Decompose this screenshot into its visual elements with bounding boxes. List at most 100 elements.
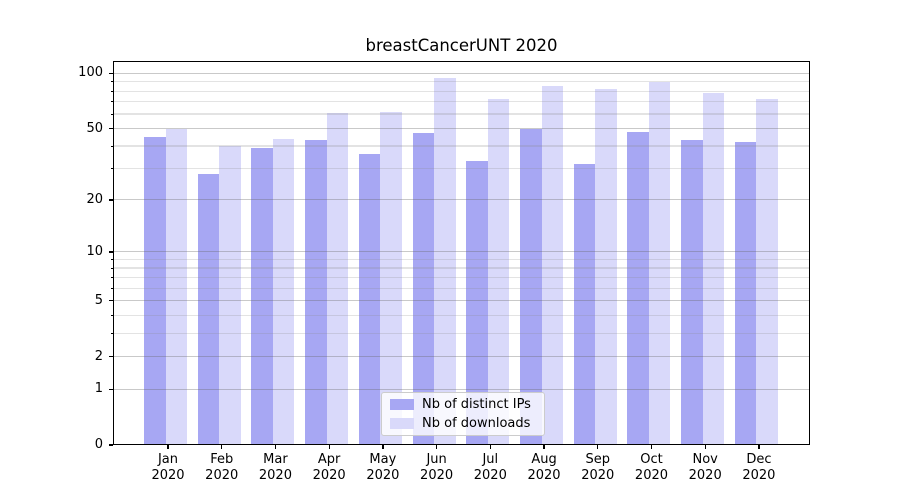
x-tick-aug — [543, 445, 545, 449]
bar-downloads-feb — [219, 146, 241, 445]
gridline-minor-9 — [113, 258, 810, 261]
gridline-minor-7 — [113, 276, 810, 279]
bar-downloads-dec — [756, 98, 778, 445]
y-minor-tick-90 — [110, 81, 113, 83]
gridline-minor-30 — [113, 167, 810, 170]
bars-layer — [113, 61, 810, 445]
legend-swatch-downloads — [390, 418, 414, 429]
bar-downloads-may — [380, 111, 402, 445]
x-tick-apr — [328, 445, 330, 449]
x-tick-sep — [597, 445, 599, 449]
y-tick-label-20: 20 — [86, 191, 103, 207]
x-tick-jul — [489, 445, 491, 449]
y-minor-tick-40 — [110, 145, 113, 147]
bar-distinct-ips-jul — [466, 161, 488, 445]
gridline-minor-80 — [113, 90, 810, 92]
y-minor-tick-3 — [110, 332, 113, 334]
x-tick-may — [382, 445, 384, 449]
bar-downloads-nov — [702, 93, 725, 445]
x-tick-oct — [650, 445, 653, 449]
grid-layer — [113, 61, 810, 445]
x-tick-label-jan: Jan 2020 — [151, 452, 185, 483]
gridline-minor-40 — [113, 145, 810, 147]
bar-distinct-ips-feb — [197, 173, 220, 445]
y-minor-tick-80 — [110, 90, 113, 92]
y-tick-100 — [109, 72, 113, 75]
bar-distinct-ips-jan — [144, 136, 166, 445]
gridline-minor-4 — [113, 314, 810, 316]
y-tick-label-100: 100 — [78, 65, 103, 81]
bar-distinct-ips-mar — [251, 148, 273, 445]
bar-distinct-ips-jun — [412, 133, 435, 445]
gridline-major-10 — [113, 251, 810, 253]
gridline-major-50 — [113, 127, 810, 130]
gridline-minor-3 — [113, 332, 810, 334]
bar-distinct-ips-may — [358, 154, 381, 445]
y-minor-tick-9 — [110, 259, 113, 261]
gridline-major-1 — [113, 388, 810, 390]
x-tick-jan — [167, 445, 169, 449]
bar-downloads-jun — [434, 77, 456, 445]
bar-distinct-ips-oct — [627, 131, 649, 445]
y-minor-tick-30 — [110, 168, 113, 170]
x-tick-label-aug: Aug 2020 — [527, 452, 561, 483]
gridline-minor-8 — [113, 267, 810, 269]
x-tick-mar — [274, 445, 277, 449]
x-tick-label-mar: Mar 2020 — [258, 452, 292, 483]
gridline-minor-60 — [113, 113, 810, 115]
y-minor-tick-7 — [110, 277, 113, 279]
bar-downloads-sep — [595, 89, 617, 445]
gridline-major-100 — [113, 72, 810, 74]
x-tick-label-feb: Feb 2020 — [205, 452, 239, 483]
y-tick-label-0: 0 — [94, 437, 103, 452]
x-tick-nov — [704, 445, 706, 449]
x-tick-label-oct: Oct 2020 — [634, 452, 669, 483]
y-tick-5 — [109, 300, 113, 302]
x-tick-label-apr: Apr 2020 — [312, 452, 346, 483]
bar-downloads-jul — [487, 98, 510, 445]
chart-title: breastCancerUNT 2020 — [365, 36, 558, 55]
y-tick-label-2: 2 — [94, 348, 103, 364]
legend-label-distinct-ips: Nb of distinct IPs — [422, 397, 531, 412]
bar-distinct-ips-nov — [681, 140, 703, 445]
bar-distinct-ips-apr — [305, 140, 327, 445]
bar-distinct-ips-sep — [573, 163, 596, 445]
y-minor-tick-4 — [110, 314, 113, 316]
y-minor-tick-6 — [110, 287, 113, 289]
bar-downloads-apr — [326, 112, 349, 445]
legend-item-downloads: Nb of downloads — [390, 416, 536, 431]
x-tick-dec — [758, 445, 760, 449]
y-tick-1 — [109, 388, 113, 390]
y-tick-10 — [109, 251, 113, 253]
bar-downloads-aug — [541, 85, 564, 445]
y-tick-label-10: 10 — [86, 243, 103, 259]
gridline-minor-90 — [113, 81, 810, 83]
y-tick-label-5: 5 — [94, 292, 103, 308]
x-tick-label-sep: Sep 2020 — [581, 452, 615, 483]
x-tick-label-dec: Dec 2020 — [742, 452, 776, 483]
y-minor-tick-70 — [110, 101, 113, 103]
y-tick-50 — [109, 127, 113, 130]
legend-swatch-distinct-ips — [390, 399, 414, 410]
y-minor-tick-60 — [110, 113, 113, 115]
y-tick-label-1: 1 — [94, 381, 103, 397]
gridline-major-2 — [113, 355, 810, 358]
legend-label-downloads: Nb of downloads — [422, 416, 531, 431]
x-tick-feb — [221, 445, 223, 449]
bar-distinct-ips-aug — [520, 128, 542, 445]
y-tick-0 — [109, 444, 113, 446]
x-tick-label-jun: Jun 2020 — [420, 452, 454, 483]
x-tick-label-jul: Jul 2020 — [473, 452, 507, 483]
bar-downloads-jan — [165, 128, 187, 445]
bar-distinct-ips-dec — [734, 142, 757, 445]
bar-downloads-oct — [648, 81, 671, 445]
gridline-minor-6 — [113, 287, 810, 289]
legend: Nb of distinct IPs Nb of downloads — [381, 392, 545, 436]
gridline-minor-70 — [113, 101, 810, 103]
plot-area: Nb of distinct IPs Nb of downloads — [113, 61, 810, 445]
legend-item-distinct-ips: Nb of distinct IPs — [390, 397, 536, 412]
y-tick-20 — [109, 199, 113, 201]
y-tick-2 — [109, 355, 113, 358]
